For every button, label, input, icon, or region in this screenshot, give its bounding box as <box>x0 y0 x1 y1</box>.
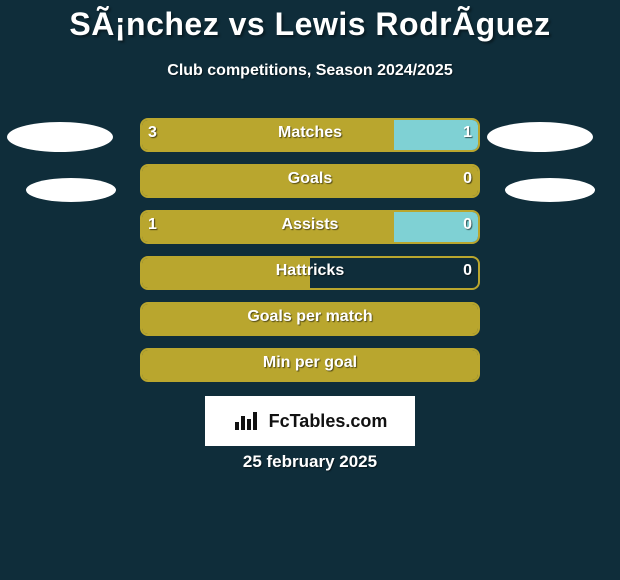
chart-date: 25 february 2025 <box>0 452 620 472</box>
logo-text: FcTables.com <box>269 411 388 432</box>
stat-row: 10Assists <box>0 210 620 256</box>
stat-row: Goals per match <box>0 302 620 348</box>
logo-box: FcTables.com <box>205 396 415 446</box>
bar-chart-icon <box>233 410 261 432</box>
stat-label: Hattricks <box>140 262 480 280</box>
comparison-chart: SÃ¡nchez vs Lewis RodrÃ­guez Club compet… <box>0 0 620 580</box>
stat-row: Min per goal <box>0 348 620 394</box>
stat-label: Matches <box>140 124 480 142</box>
stat-label: Goals per match <box>140 308 480 326</box>
flag-ellipse-right_b <box>505 178 595 202</box>
stat-label: Min per goal <box>140 354 480 372</box>
chart-subtitle: Club competitions, Season 2024/2025 <box>0 62 620 80</box>
stat-label: Goals <box>140 170 480 188</box>
chart-title: SÃ¡nchez vs Lewis RodrÃ­guez <box>0 6 620 43</box>
stat-label: Assists <box>140 216 480 234</box>
stat-row: 0Hattricks <box>0 256 620 302</box>
flag-ellipse-left_b <box>26 178 116 202</box>
flag-ellipse-right_a <box>487 122 593 152</box>
flag-ellipse-left_a <box>7 122 113 152</box>
bars-container: 31Matches0Goals10Assists0HattricksGoals … <box>0 118 620 394</box>
